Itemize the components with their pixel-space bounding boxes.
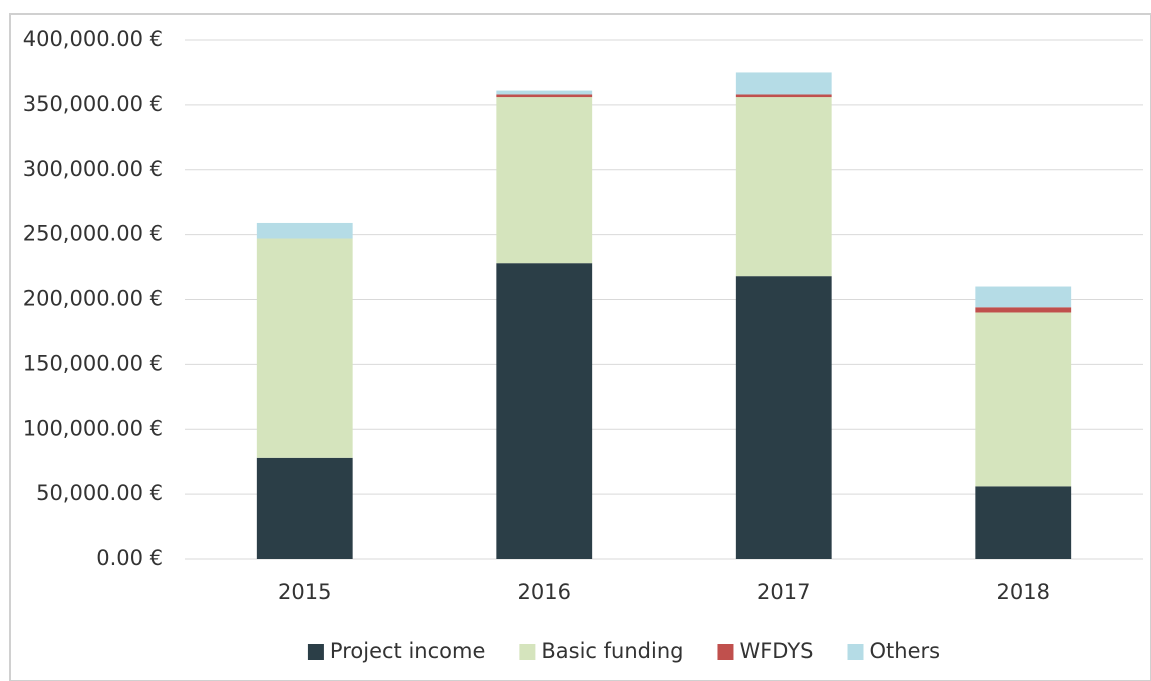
- bar-segment: [256, 457, 353, 559]
- chart-frame: [9, 13, 1151, 681]
- bar-segment: [256, 222, 353, 239]
- bar-segment: [975, 486, 1072, 559]
- bar-segment: [735, 276, 832, 559]
- y-tick-label: 350,000.00 €: [23, 92, 163, 116]
- bar-segment: [975, 307, 1072, 313]
- bar-segment: [735, 94, 832, 98]
- bar-segment: [496, 94, 593, 98]
- x-tick-label: 2015: [278, 580, 331, 604]
- bar-segment: [975, 286, 1072, 308]
- y-tick-label: 200,000.00 €: [23, 287, 163, 311]
- y-tick-label: 150,000.00 €: [23, 351, 163, 375]
- y-tick-label: 100,000.00 €: [23, 416, 163, 440]
- x-tick-label: 2017: [757, 580, 810, 604]
- bar-segment: [735, 72, 832, 95]
- y-tick-label: 300,000.00 €: [23, 157, 163, 181]
- legend-swatch: [847, 644, 864, 660]
- y-tick-label: 50,000.00 €: [36, 481, 163, 505]
- bar-segment: [975, 312, 1072, 487]
- legend-label: Others: [870, 639, 941, 663]
- legend-label: Basic funding: [541, 639, 683, 663]
- y-tick-label: 0.00 €: [96, 546, 163, 570]
- bar-segment: [256, 238, 353, 458]
- y-tick-label: 250,000.00 €: [23, 222, 163, 246]
- bar-segment: [496, 97, 593, 264]
- x-tick-label: 2016: [518, 580, 571, 604]
- x-tick-label: 2018: [997, 580, 1050, 604]
- bar-segment: [496, 90, 593, 95]
- bar-segment: [496, 263, 593, 559]
- legend-label: WFDYS: [739, 639, 813, 663]
- legend-swatch: [519, 644, 536, 660]
- bar-segment: [735, 97, 832, 277]
- legend-swatch: [307, 644, 324, 660]
- legend-label: Project income: [330, 639, 485, 663]
- y-tick-label: 400,000.00 €: [23, 27, 163, 51]
- legend-swatch: [717, 644, 734, 660]
